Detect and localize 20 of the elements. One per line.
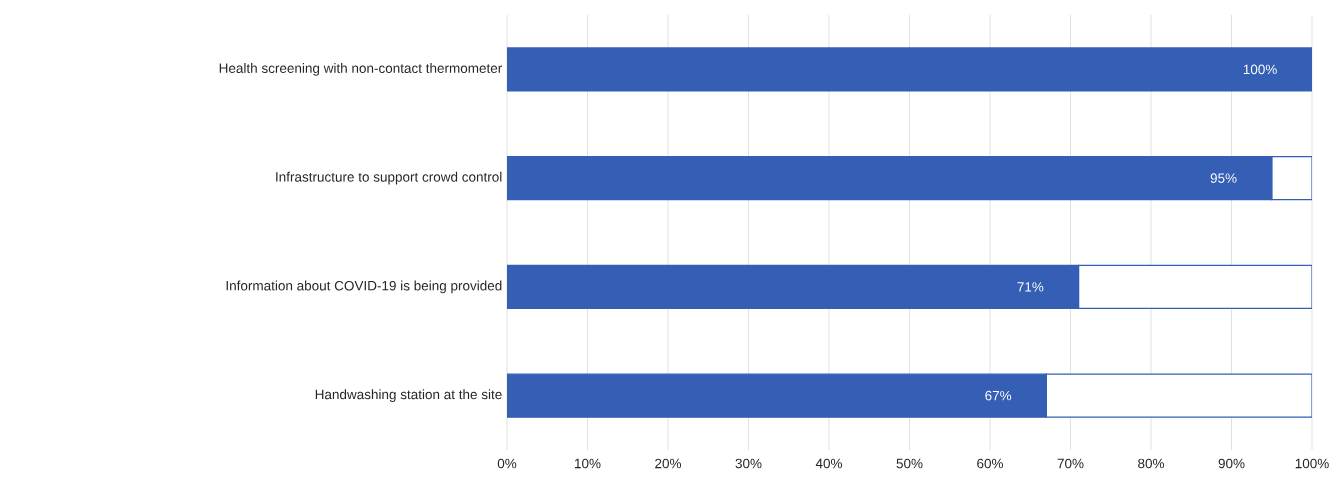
x-tick-label: 0%	[497, 458, 517, 469]
y-tick-label: Infrastructure to support crowd control	[276, 171, 502, 185]
x-tick-label: 60%	[977, 458, 1004, 469]
x-tick-label: 30%	[735, 458, 762, 469]
data-label: 67%	[985, 390, 1012, 401]
x-tick-label: 100%	[1295, 458, 1329, 469]
data-label: 71%	[1017, 282, 1044, 292]
x-tick-label: 70%	[1057, 458, 1084, 469]
x-tick-label: 40%	[815, 458, 843, 469]
x-tick-label: 10%	[575, 458, 601, 469]
x-tick-label: 20%	[655, 458, 682, 469]
bar	[507, 47, 1313, 92]
y-tick-label: Health screening with non-contact thermometer	[219, 63, 503, 76]
x-tick-label: 80%	[1138, 458, 1165, 469]
x-tick-label: 90%	[1218, 458, 1245, 469]
data-label: 95%	[1210, 173, 1237, 183]
data-label: 100%	[1243, 64, 1277, 75]
x-tick-label: 50%	[896, 458, 923, 469]
y-tick-label: Handwashing station at the site	[315, 389, 502, 402]
y-tick-label: Information about COVID-19 is being provided	[226, 280, 502, 294]
